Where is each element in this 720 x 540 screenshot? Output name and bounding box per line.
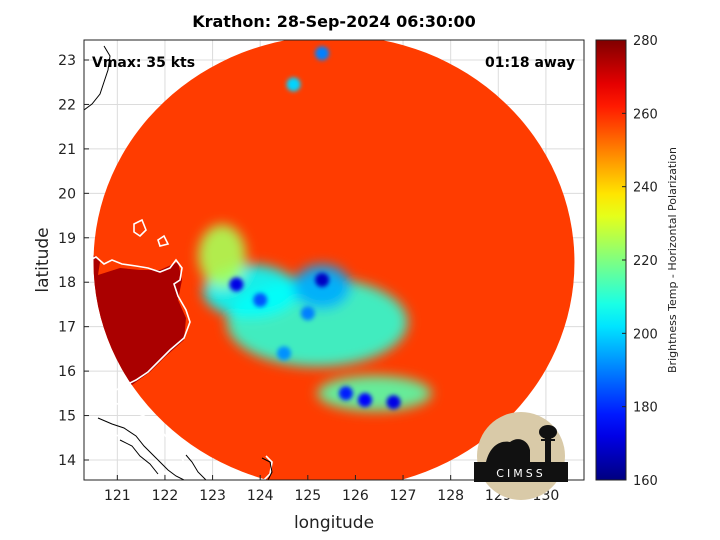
colorbar-tick-label: 280 xyxy=(633,34,658,49)
satellite-swath xyxy=(93,40,575,480)
x-axis-label: longitude xyxy=(294,513,374,533)
feature-south-band xyxy=(317,375,432,412)
colorbar-gradient xyxy=(595,39,627,481)
colorbar-label: Brightness Temp - Horizontal Polarizatio… xyxy=(666,147,679,373)
y-tick-label: 14 xyxy=(58,453,76,469)
vmax-annotation: Vmax: 35 kts xyxy=(92,55,195,71)
y-tick-label: 23 xyxy=(58,53,76,69)
hot-cell xyxy=(286,77,301,92)
hot-cell xyxy=(229,277,244,292)
y-axis-label: latitude xyxy=(33,227,53,292)
x-tick-label: 128 xyxy=(437,488,464,504)
colorbar-tick-label: 240 xyxy=(633,181,658,196)
hot-cell xyxy=(357,393,372,407)
x-tick-label: 123 xyxy=(199,488,226,504)
x-tick-label: 125 xyxy=(294,488,321,504)
colorbar: 160 180 200 220 240 260 280 Brightness Temp - … xyxy=(595,34,679,489)
plot-frame xyxy=(83,39,585,481)
time-away-annotation: 01:18 away xyxy=(485,55,575,71)
coastline-outside xyxy=(84,45,273,480)
feature-spiral-west xyxy=(198,224,246,287)
plot-area: 121 122 123 124 125 126 127 128 129 130 141516171… xyxy=(58,39,585,504)
y-tick-label: 22 xyxy=(58,97,76,113)
y-tick-label: 17 xyxy=(58,320,76,336)
y-tick-label: 18 xyxy=(58,275,76,291)
cimss-logo: CIMSS xyxy=(474,412,568,500)
x-tick-label: 121 xyxy=(104,488,131,504)
y-tick-label: 20 xyxy=(58,186,76,202)
y-tick-label: 21 xyxy=(58,142,76,158)
colorbar-tick-label: 180 xyxy=(633,401,658,416)
y-tick-label: 16 xyxy=(58,364,76,380)
colorbar-ticks: 160 180 200 220 240 260 280 xyxy=(622,34,658,489)
hot-cell xyxy=(338,386,353,401)
hot-cell xyxy=(277,346,291,361)
colorbar-tick-label: 200 xyxy=(633,327,658,342)
hot-cell xyxy=(386,395,401,410)
y-tick-label: 15 xyxy=(58,409,76,425)
coastline xyxy=(84,63,273,480)
swath-background xyxy=(93,40,575,480)
colorbar-tick-label: 220 xyxy=(633,254,658,269)
colorbar-tick-label: 260 xyxy=(633,107,658,122)
x-tick-label: 127 xyxy=(390,488,417,504)
x-tick-label: 124 xyxy=(247,488,274,504)
y-tick-label: 19 xyxy=(58,231,76,247)
chart-title: Krathon: 28-Sep-2024 06:30:00 xyxy=(192,12,476,31)
cimss-logo-text: CIMSS xyxy=(496,467,545,480)
hot-cell xyxy=(315,46,330,61)
x-tick-label: 126 xyxy=(342,488,369,504)
hot-cell xyxy=(315,273,330,287)
hot-cell xyxy=(253,293,268,307)
x-tick-label: 122 xyxy=(152,488,179,504)
hot-cell xyxy=(300,306,315,321)
y-axis: 14 15 16 17 18 19 20 21 22 23 xyxy=(58,53,89,469)
colorbar-tick-label: 160 xyxy=(633,474,658,489)
